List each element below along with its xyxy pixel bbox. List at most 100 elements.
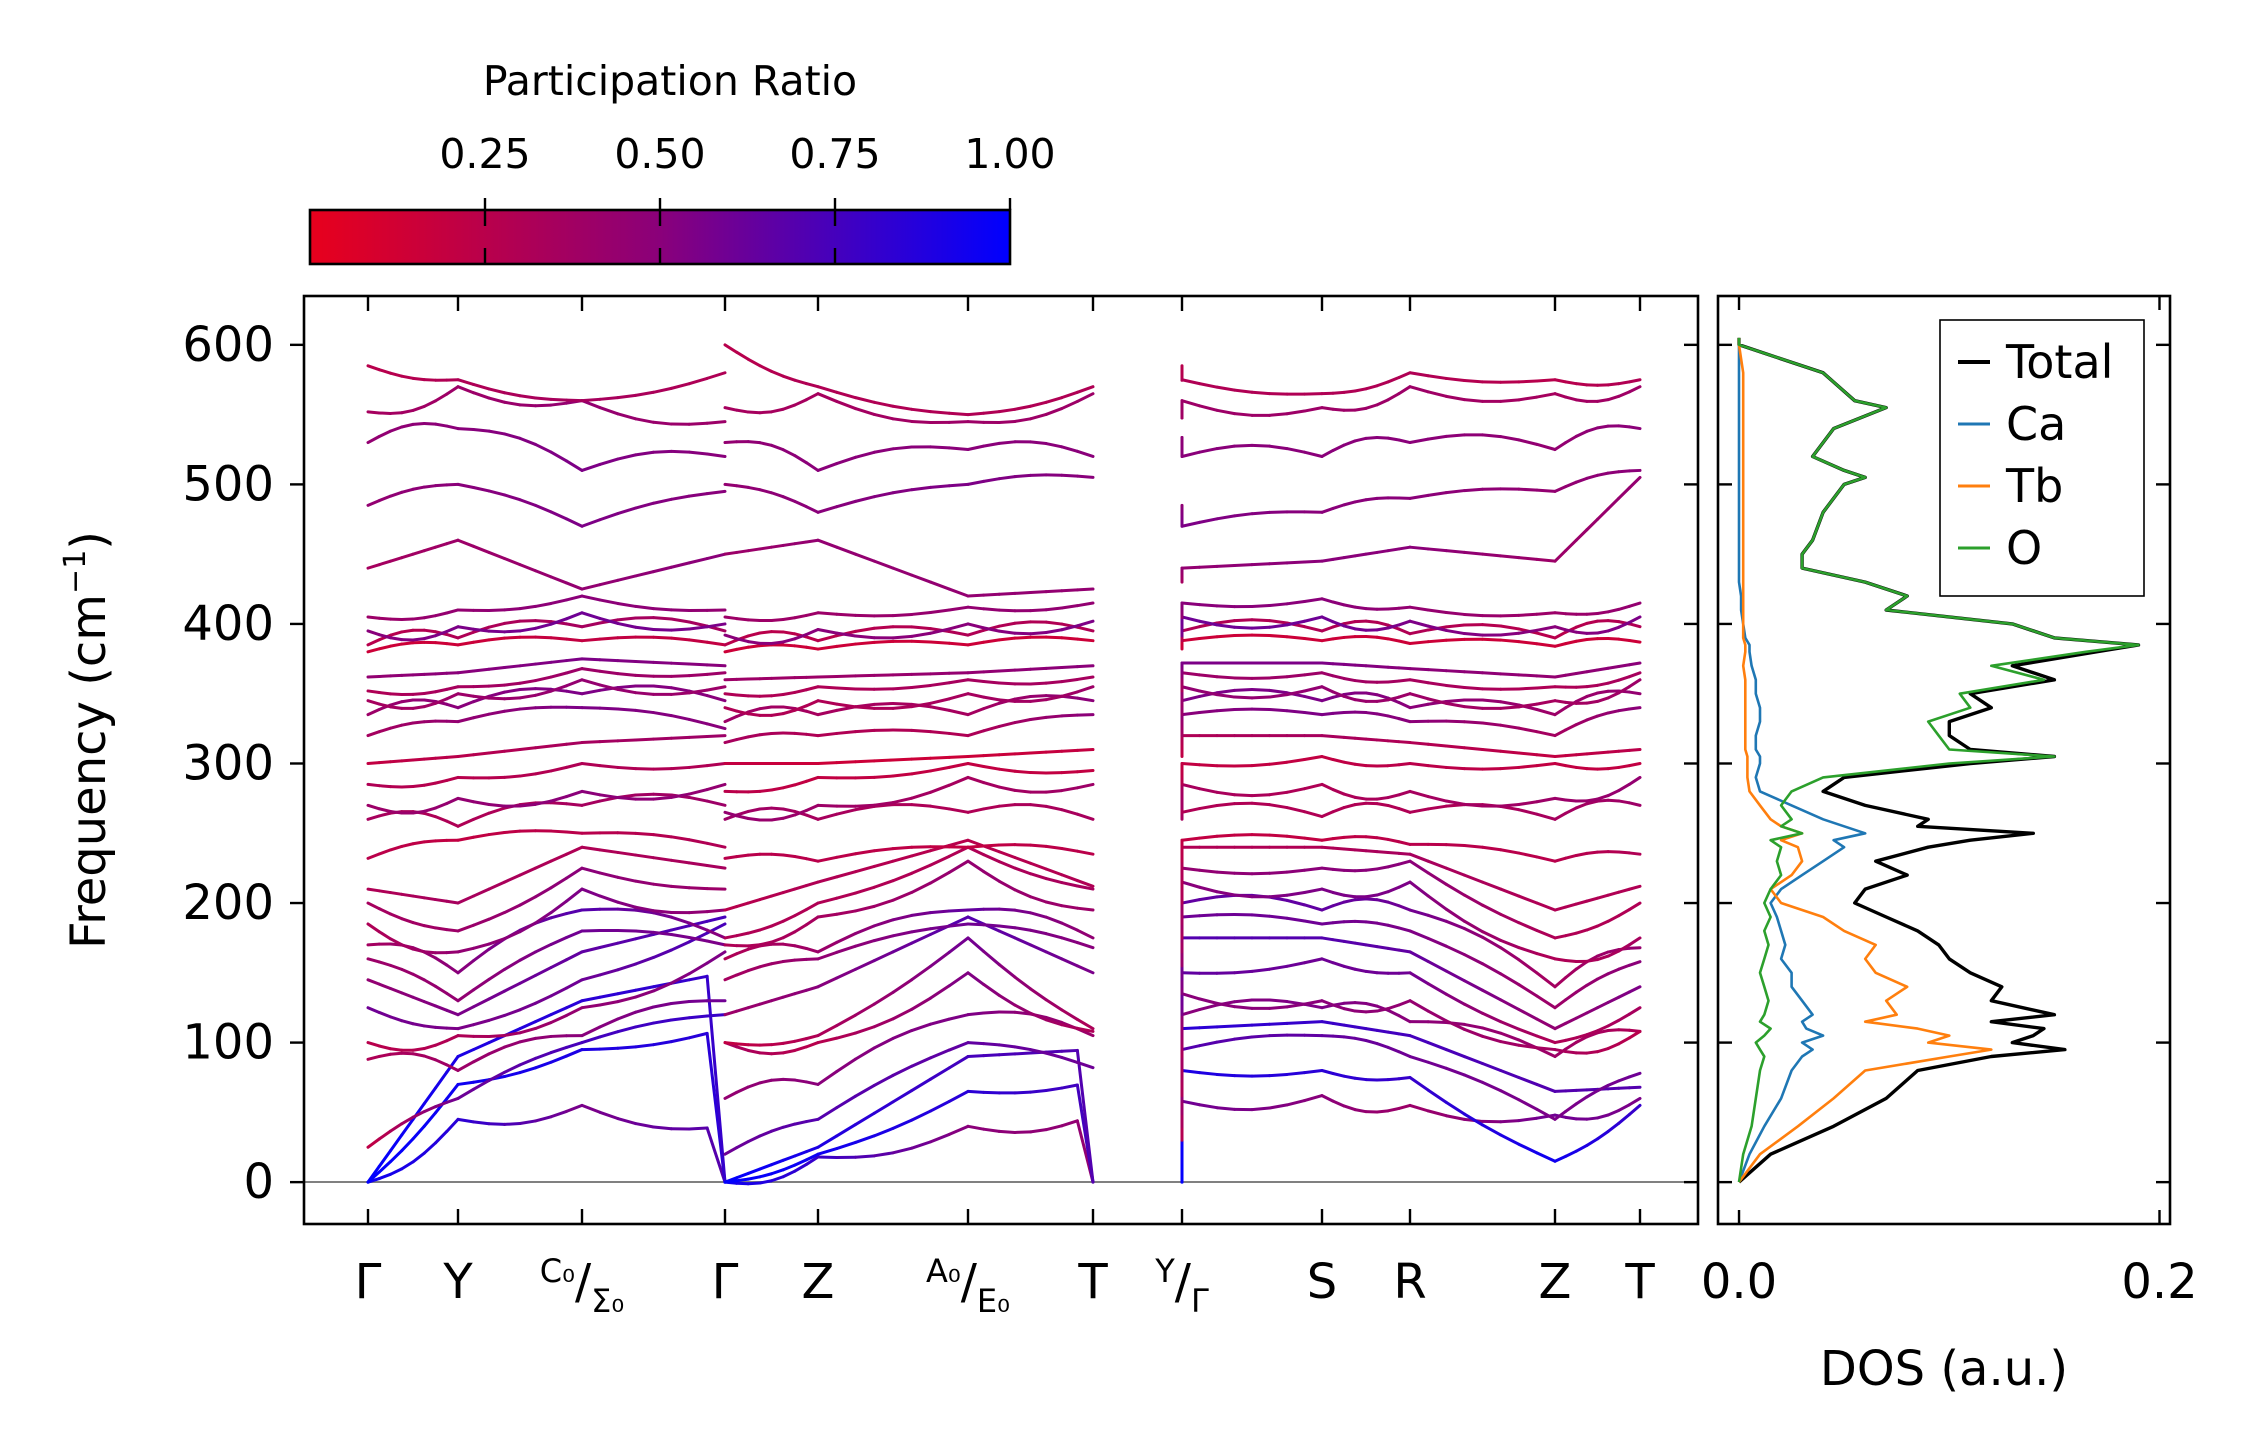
band-segment bbox=[1044, 442, 1064, 449]
band-segment bbox=[472, 811, 491, 821]
band-segment bbox=[1585, 1116, 1599, 1121]
band-segment bbox=[1285, 409, 1306, 416]
band-segment bbox=[804, 709, 820, 717]
band-segment bbox=[1444, 394, 1466, 402]
band-segment bbox=[793, 957, 808, 962]
band-segment bbox=[687, 886, 709, 891]
band-segment bbox=[1596, 1047, 1610, 1054]
band-segment bbox=[758, 1163, 773, 1171]
colorbar-tick-label: 0.25 bbox=[439, 130, 530, 178]
band-segment bbox=[1320, 637, 1335, 643]
band-segment bbox=[687, 961, 709, 976]
band-segment bbox=[1553, 485, 1568, 493]
band-segment bbox=[1285, 560, 1306, 565]
band-segment bbox=[1535, 1082, 1557, 1093]
band-segment bbox=[518, 436, 537, 446]
band-segment bbox=[1397, 761, 1412, 767]
band-segment bbox=[580, 621, 602, 629]
band-segment bbox=[1386, 1030, 1401, 1036]
band-segment bbox=[1198, 787, 1219, 794]
band-segment bbox=[1535, 488, 1557, 493]
band-segment bbox=[1180, 711, 1201, 717]
band-segment bbox=[549, 1013, 568, 1025]
band-segment bbox=[705, 722, 727, 731]
band-segment bbox=[1553, 673, 1568, 679]
band-segment bbox=[1375, 836, 1390, 841]
band-segment bbox=[1408, 437, 1430, 445]
band-segment bbox=[1013, 667, 1032, 672]
band-segment bbox=[669, 884, 691, 890]
band-segment bbox=[735, 931, 750, 938]
band-segment bbox=[1353, 619, 1368, 624]
band-segment bbox=[1060, 690, 1079, 698]
band-segment bbox=[1627, 1029, 1642, 1040]
band-segment bbox=[1617, 390, 1631, 398]
band-segment bbox=[1029, 681, 1048, 686]
band-segment bbox=[746, 943, 762, 948]
band-segment bbox=[1386, 606, 1401, 611]
band-segment bbox=[518, 619, 537, 623]
band-segment bbox=[652, 386, 673, 394]
band-segment bbox=[411, 995, 426, 1004]
band-segment bbox=[534, 966, 553, 977]
band-segment bbox=[1303, 1094, 1324, 1103]
band-segment bbox=[366, 803, 381, 811]
band-segment bbox=[770, 816, 785, 822]
band-segment bbox=[1462, 632, 1484, 637]
band-segment bbox=[1499, 700, 1521, 707]
band-segment bbox=[1180, 615, 1201, 623]
band-segment bbox=[1481, 1123, 1503, 1137]
band-segment bbox=[565, 950, 584, 962]
band-segment bbox=[1617, 620, 1631, 629]
band-segment bbox=[770, 618, 785, 622]
band-segment bbox=[1606, 625, 1621, 633]
band-segment bbox=[854, 864, 876, 874]
band-segment bbox=[997, 963, 1017, 979]
band-segment bbox=[1627, 901, 1642, 912]
band-segment bbox=[1499, 972, 1521, 987]
band-segment bbox=[758, 643, 773, 648]
band-segment bbox=[1303, 957, 1324, 965]
band-segment bbox=[793, 808, 808, 817]
band-segment bbox=[687, 672, 709, 678]
band-segment bbox=[1268, 1033, 1289, 1038]
band-segment bbox=[1408, 371, 1430, 378]
band-segment bbox=[534, 1013, 553, 1024]
band-segment bbox=[1553, 754, 1568, 759]
band-segment bbox=[891, 772, 914, 778]
band-segment bbox=[1353, 387, 1368, 393]
band-segment bbox=[929, 1048, 951, 1060]
band-segment bbox=[835, 702, 857, 709]
band-segment bbox=[1585, 1087, 1599, 1092]
band-segment bbox=[1408, 859, 1430, 875]
band-segment bbox=[872, 701, 895, 706]
band-segment bbox=[1029, 631, 1048, 636]
band-segment bbox=[1386, 679, 1401, 684]
band-segment bbox=[400, 408, 415, 415]
band-12 bbox=[366, 845, 1642, 940]
band-segment bbox=[1353, 762, 1368, 768]
band-segment bbox=[1553, 1038, 1568, 1045]
band-segment bbox=[1342, 662, 1357, 667]
band-segment bbox=[1013, 926, 1032, 932]
band-segment bbox=[1426, 913, 1448, 923]
band-segment bbox=[598, 1030, 620, 1039]
band-19 bbox=[366, 705, 1642, 745]
band-segment bbox=[487, 489, 506, 497]
band-segment bbox=[1499, 1020, 1521, 1031]
band-segment bbox=[947, 915, 970, 928]
band-segment bbox=[487, 1122, 506, 1126]
band-segment bbox=[422, 1043, 437, 1051]
band-segment bbox=[1553, 1109, 1568, 1121]
band-segment bbox=[910, 683, 932, 690]
band-segment bbox=[456, 716, 475, 724]
band-segment bbox=[1331, 890, 1346, 897]
band-segment bbox=[1331, 710, 1346, 715]
band-segment bbox=[1606, 1028, 1621, 1033]
band-segment bbox=[723, 482, 739, 488]
band-segment bbox=[580, 678, 602, 687]
band-segment bbox=[705, 640, 727, 647]
band-segment bbox=[456, 923, 475, 933]
band-segment bbox=[1535, 928, 1557, 940]
band-segment bbox=[1481, 637, 1503, 642]
